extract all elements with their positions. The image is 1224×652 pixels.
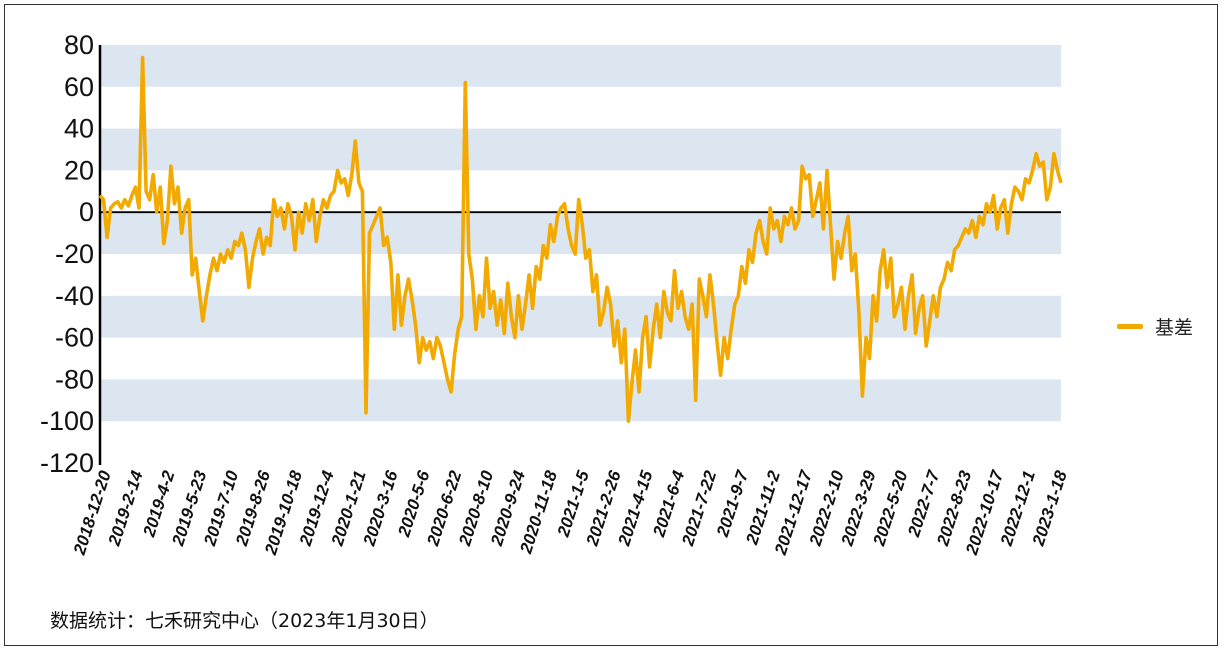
- y-tick-label: 80: [64, 30, 94, 60]
- plot-band: [100, 45, 1061, 87]
- plot-band: [100, 128, 1061, 171]
- series-line-basis: [98, 55, 1063, 424]
- y-axis-ticks: 80 60 40 20 0 -20 -40 -60 -80 -100 -120: [40, 30, 94, 478]
- y-tick-label: -60: [55, 323, 94, 353]
- source-note: 数据统计：七禾研究中心（2023年1月30日）: [50, 610, 439, 632]
- y-tick-label: 60: [64, 72, 94, 102]
- x-axis-ticks: 2018-12-202019-2-142019-4-22019-5-232019…: [70, 467, 1071, 558]
- plot-bands: [100, 45, 1061, 422]
- legend: 基差: [1117, 313, 1193, 340]
- legend-label: 基差: [1155, 317, 1194, 339]
- legend-swatch: [1117, 324, 1143, 329]
- y-tick-label: 40: [64, 114, 94, 144]
- plot-band: [100, 379, 1061, 422]
- y-tick-label: 0: [79, 197, 94, 227]
- y-tick-label: -120: [40, 448, 94, 478]
- y-tick-label: -20: [55, 239, 94, 269]
- y-tick-label: -100: [40, 406, 94, 436]
- plot-band: [100, 295, 1061, 338]
- y-tick-label: -80: [55, 364, 94, 394]
- y-tick-label: 20: [64, 155, 94, 185]
- y-tick-label: -40: [55, 281, 94, 311]
- x-tick-label: 2018-12-20: [70, 468, 115, 558]
